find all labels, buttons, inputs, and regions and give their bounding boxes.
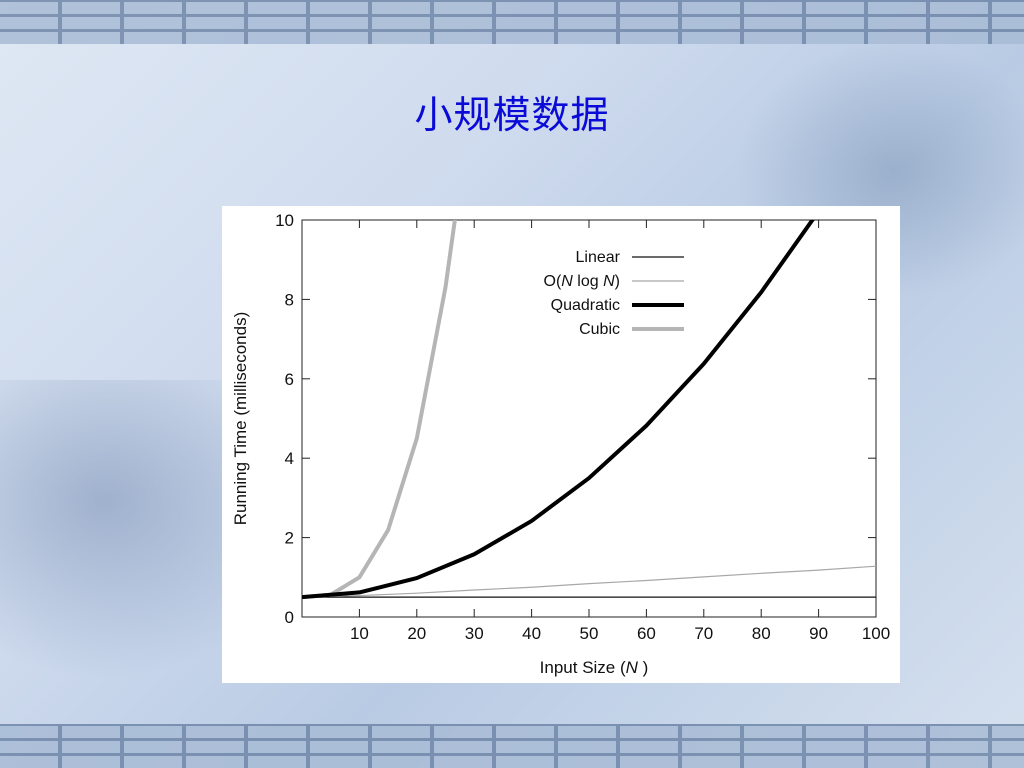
y-tick-label: 2 xyxy=(285,529,294,548)
series-line-cubic xyxy=(302,220,457,600)
series-line-o-n-log-n xyxy=(302,565,876,598)
slide-title: 小规模数据 xyxy=(414,93,610,137)
x-tick-label: 30 xyxy=(465,624,484,643)
y-axis-title: Running Time (milliseconds) xyxy=(231,312,250,526)
x-tick-label: 90 xyxy=(809,624,828,643)
y-tick-label: 10 xyxy=(275,211,294,230)
running-time-chart: 0 2 4 6 8 10 10 20 30 40 50 60 70 80 90 100 Input Size (… xyxy=(231,211,890,677)
decorative-wall-strip-top xyxy=(0,0,1024,44)
chart-panel: 0 2 4 6 8 10 10 20 30 40 50 60 70 80 90 100 Input Size (… xyxy=(222,206,900,683)
x-tick-label: 80 xyxy=(752,624,771,643)
x-tick-label: 60 xyxy=(637,624,656,643)
y-tick-label: 8 xyxy=(285,290,294,309)
series-group xyxy=(302,220,876,600)
series-line-quadratic xyxy=(302,220,815,600)
y-tick-label: 0 xyxy=(285,608,294,627)
x-tick-label: 10 xyxy=(350,624,369,643)
y-tick-label: 4 xyxy=(285,449,294,468)
decorative-wall-strip-bottom xyxy=(0,724,1024,768)
legend-label: Quadratic xyxy=(551,297,620,314)
x-tick-label: 100 xyxy=(862,624,890,643)
legend-label: O(N log N) xyxy=(544,273,620,290)
y-tick-label: 6 xyxy=(285,370,294,389)
x-tick-label: 40 xyxy=(522,624,541,643)
legend-label: Cubic xyxy=(579,321,620,338)
x-axis-title: Input Size (N ) xyxy=(540,658,649,677)
legend-label: Linear xyxy=(576,249,621,266)
x-tick-label: 50 xyxy=(580,624,599,643)
x-tick-label: 20 xyxy=(407,624,426,643)
x-tick-label: 70 xyxy=(694,624,713,643)
